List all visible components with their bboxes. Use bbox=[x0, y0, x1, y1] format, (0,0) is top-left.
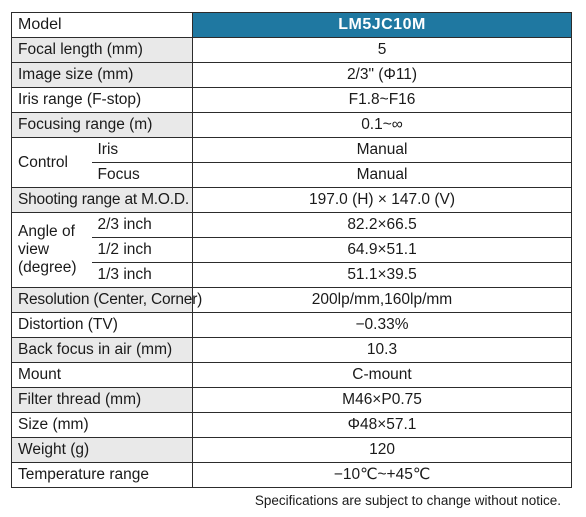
mount-label: Mount bbox=[10, 362, 194, 388]
table-row: Focal length (mm) 5 bbox=[10, 37, 573, 63]
table-row: Focus Manual bbox=[12, 162, 573, 188]
model-name: LM5JC10M bbox=[192, 12, 573, 38]
shooting-range-value: 197.0 (H) × 147.0 (V) bbox=[192, 187, 573, 213]
angle-of-view-label-line: Angle of bbox=[18, 223, 75, 240]
focusing-range-value: 0.1~∞ bbox=[192, 112, 573, 138]
iris-range-label: Iris range (F-stop) bbox=[10, 87, 194, 113]
model-label: Model bbox=[10, 12, 194, 38]
back-focus-value: 10.3 bbox=[192, 337, 573, 363]
table-row: Size (mm) Φ48×57.1 bbox=[10, 412, 573, 438]
focal-length-label: Focal length (mm) bbox=[10, 37, 194, 63]
focal-length-value: 5 bbox=[192, 37, 573, 63]
angle-value: 51.1×39.5 bbox=[192, 262, 573, 288]
distortion-value: −0.33% bbox=[192, 312, 573, 338]
sensor-size-label: 1/2 inch bbox=[91, 237, 194, 263]
table-header-row: Model LM5JC10M bbox=[10, 12, 573, 38]
table-row: 1/2 inch 64.9×51.1 bbox=[12, 237, 573, 263]
table-row: Temperature range −10℃~+45℃ bbox=[10, 462, 573, 488]
temperature-value: −10℃~+45℃ bbox=[192, 462, 573, 488]
weight-label: Weight (g) bbox=[10, 437, 194, 463]
table-row: Mount C-mount bbox=[10, 362, 573, 388]
resolution-label: Resolution (Center, Corner) bbox=[10, 287, 202, 313]
spec-table: Model LM5JC10M Focal length (mm) 5 Image… bbox=[10, 12, 573, 488]
size-value: Φ48×57.1 bbox=[192, 412, 573, 438]
footnote: Specifications are subject to change wit… bbox=[254, 493, 561, 508]
angle-of-view-label-line: view bbox=[18, 241, 50, 258]
shooting-range-label: Shooting range at M.O.D. bbox=[10, 187, 194, 213]
distortion-label: Distortion (TV) bbox=[10, 312, 194, 338]
table-row: Control Iris Manual bbox=[11, 137, 573, 188]
control-focus-value: Manual bbox=[192, 162, 573, 188]
table-row: Focusing range (m) 0.1~∞ bbox=[10, 112, 573, 138]
table-row: Distortion (TV) −0.33% bbox=[10, 312, 573, 338]
table-row: Iris range (F-stop) F1.8~F16 bbox=[10, 87, 573, 113]
angle-of-view-label: Angle of view (degree) bbox=[11, 212, 92, 288]
table-row: Shooting range at M.O.D. 197.0 (H) × 147… bbox=[10, 187, 573, 213]
filter-thread-label: Filter thread (mm) bbox=[10, 387, 194, 413]
image-size-value: 2/3" (Φ11) bbox=[192, 62, 573, 88]
resolution-value: 200lp/mm,160lp/mm bbox=[192, 287, 573, 313]
control-iris-label: Iris bbox=[91, 137, 194, 163]
sensor-size-label: 1/3 inch bbox=[91, 262, 194, 288]
table-row: Image size (mm) 2/3" (Φ11) bbox=[10, 62, 573, 88]
table-row: Weight (g) 120 bbox=[10, 437, 573, 463]
back-focus-label: Back focus in air (mm) bbox=[10, 337, 194, 363]
size-label: Size (mm) bbox=[10, 412, 194, 438]
table-row: Filter thread (mm) M46×P0.75 bbox=[10, 387, 573, 413]
table-row: 1/3 inch 51.1×39.5 bbox=[12, 262, 573, 288]
table-row: Back focus in air (mm) 10.3 bbox=[10, 337, 573, 363]
image-size-label: Image size (mm) bbox=[10, 62, 194, 88]
angle-of-view-label-line: (degree) bbox=[18, 259, 77, 276]
control-focus-label: Focus bbox=[91, 162, 194, 188]
angle-value: 64.9×51.1 bbox=[192, 237, 573, 263]
control-label: Control bbox=[11, 137, 92, 188]
mount-value: C-mount bbox=[192, 362, 573, 388]
table-row: Resolution (Center, Corner) 200lp/mm,160… bbox=[10, 287, 573, 313]
focusing-range-label: Focusing range (m) bbox=[10, 112, 194, 138]
weight-value: 120 bbox=[192, 437, 573, 463]
iris-range-value: F1.8~F16 bbox=[192, 87, 573, 113]
table-row: Angle of view (degree) 2/3 inch 82.2×66.… bbox=[11, 212, 573, 288]
sensor-size-label: 2/3 inch bbox=[91, 212, 194, 238]
temperature-label: Temperature range bbox=[10, 462, 194, 488]
filter-thread-value: M46×P0.75 bbox=[192, 387, 573, 413]
angle-value: 82.2×66.5 bbox=[192, 212, 573, 238]
control-iris-value: Manual bbox=[192, 137, 573, 163]
